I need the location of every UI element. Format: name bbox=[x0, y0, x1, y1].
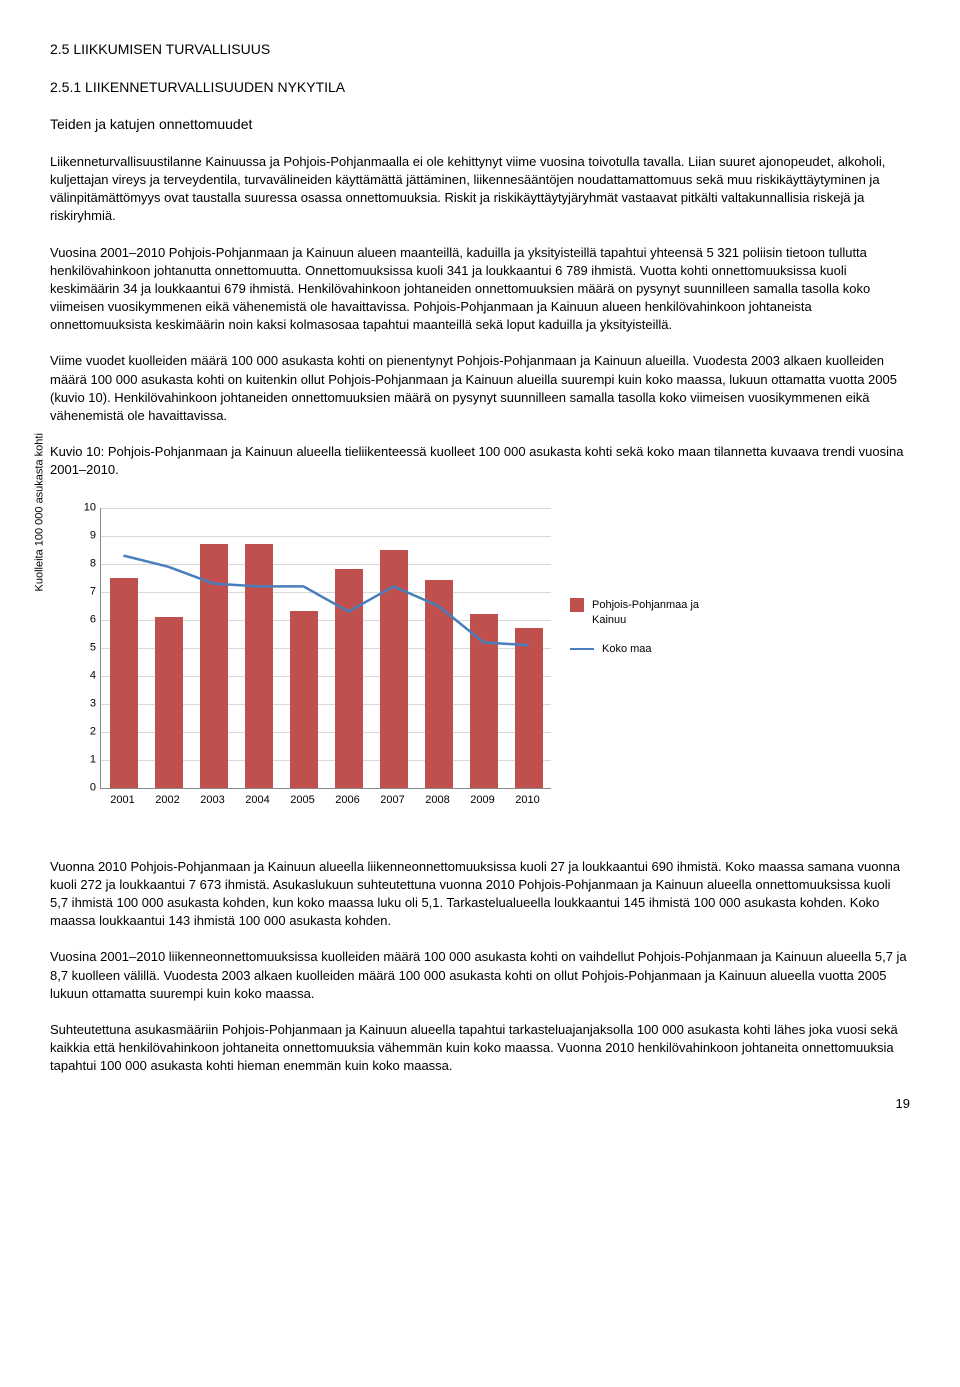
paragraph: Vuosina 2001–2010 Pohjois-Pohjanmaan ja … bbox=[50, 244, 910, 335]
subsection-subheading: Teiden ja katujen onnettomuudet bbox=[50, 115, 910, 135]
paragraph: Vuosina 2001–2010 liikenneonnettomuuksis… bbox=[50, 948, 910, 1003]
chart-y-tick-label: 6 bbox=[80, 612, 96, 627]
chart-legend-item: Pohjois-Pohjanmaa ja Kainuu bbox=[570, 598, 712, 629]
chart-legend-label: Koko maa bbox=[602, 642, 652, 657]
chart-plot-area bbox=[100, 508, 551, 789]
chart-y-tick-label: 4 bbox=[80, 668, 96, 683]
chart-bar bbox=[155, 617, 183, 788]
paragraph: Liikenneturvallisuustilanne Kainuussa ja… bbox=[50, 153, 910, 226]
paragraph: Suhteutettuna asukasmääriin Pohjois-Pohj… bbox=[50, 1021, 910, 1076]
chart-legend-label: Pohjois-Pohjanmaa ja Kainuu bbox=[592, 598, 712, 629]
chart-bar bbox=[470, 614, 498, 788]
chart-y-tick-label: 10 bbox=[80, 500, 96, 515]
chart-y-tick-label: 8 bbox=[80, 556, 96, 571]
chart-bar bbox=[335, 569, 363, 787]
chart-bar bbox=[200, 544, 228, 788]
chart: Kuolleita 100 000 asukasta kohti Pohjois… bbox=[50, 498, 730, 828]
figure-caption: Kuvio 10: Pohjois-Pohjanmaan ja Kainuun … bbox=[50, 443, 910, 479]
chart-y-tick-label: 0 bbox=[80, 780, 96, 795]
page-number: 19 bbox=[50, 1095, 910, 1113]
chart-bar bbox=[515, 628, 543, 788]
chart-bar bbox=[110, 578, 138, 788]
subsection-heading: 2.5.1 LIIKENNETURVALLISUUDEN NYKYTILA bbox=[50, 78, 910, 98]
chart-bar bbox=[380, 550, 408, 788]
chart-x-tick-label: 2005 bbox=[290, 793, 314, 808]
chart-x-tick-label: 2006 bbox=[335, 793, 359, 808]
chart-bar bbox=[290, 611, 318, 787]
paragraph: Viime vuodet kuolleiden määrä 100 000 as… bbox=[50, 352, 910, 425]
chart-x-tick-label: 2008 bbox=[425, 793, 449, 808]
chart-y-tick-label: 3 bbox=[80, 696, 96, 711]
chart-legend-item: Koko maa bbox=[570, 642, 712, 657]
chart-y-tick-label: 7 bbox=[80, 584, 96, 599]
chart-x-tick-label: 2002 bbox=[155, 793, 179, 808]
chart-legend-swatch bbox=[570, 598, 584, 612]
chart-y-axis-label: Kuolleita 100 000 asukasta kohti bbox=[32, 433, 47, 591]
chart-y-tick-label: 2 bbox=[80, 724, 96, 739]
chart-y-tick-label: 1 bbox=[80, 752, 96, 767]
chart-legend: Pohjois-Pohjanmaa ja Kainuu Koko maa bbox=[570, 598, 712, 672]
paragraph: Vuonna 2010 Pohjois-Pohjanmaan ja Kainuu… bbox=[50, 858, 910, 931]
chart-x-tick-label: 2001 bbox=[110, 793, 134, 808]
chart-x-tick-label: 2003 bbox=[200, 793, 224, 808]
chart-x-tick-label: 2010 bbox=[515, 793, 539, 808]
chart-x-tick-label: 2004 bbox=[245, 793, 269, 808]
chart-y-tick-label: 5 bbox=[80, 640, 96, 655]
chart-y-tick-label: 9 bbox=[80, 528, 96, 543]
chart-legend-line bbox=[570, 648, 594, 650]
chart-bar bbox=[245, 544, 273, 788]
chart-x-tick-label: 2009 bbox=[470, 793, 494, 808]
chart-bar bbox=[425, 580, 453, 787]
section-heading: 2.5 LIIKKUMISEN TURVALLISUUS bbox=[50, 40, 910, 60]
chart-x-tick-label: 2007 bbox=[380, 793, 404, 808]
